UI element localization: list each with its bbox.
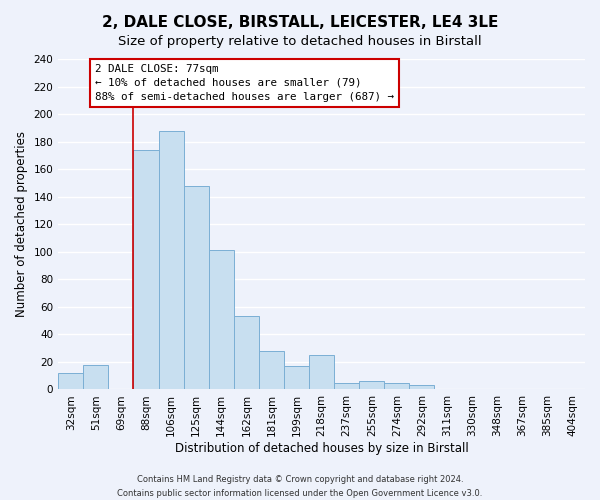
Bar <box>184 186 209 390</box>
Bar <box>158 130 184 390</box>
Bar <box>359 381 385 390</box>
Bar <box>334 382 359 390</box>
Bar <box>284 366 309 390</box>
Bar <box>309 355 334 390</box>
Bar <box>58 373 83 390</box>
Bar <box>409 386 434 390</box>
Bar <box>259 351 284 390</box>
Text: Size of property relative to detached houses in Birstall: Size of property relative to detached ho… <box>118 35 482 48</box>
Text: 2 DALE CLOSE: 77sqm
← 10% of detached houses are smaller (79)
88% of semi-detach: 2 DALE CLOSE: 77sqm ← 10% of detached ho… <box>95 64 394 102</box>
Bar <box>133 150 158 390</box>
Bar <box>385 382 409 390</box>
Text: Contains HM Land Registry data © Crown copyright and database right 2024.
Contai: Contains HM Land Registry data © Crown c… <box>118 476 482 498</box>
Bar <box>234 316 259 390</box>
Text: 2, DALE CLOSE, BIRSTALL, LEICESTER, LE4 3LE: 2, DALE CLOSE, BIRSTALL, LEICESTER, LE4 … <box>102 15 498 30</box>
Y-axis label: Number of detached properties: Number of detached properties <box>15 131 28 317</box>
X-axis label: Distribution of detached houses by size in Birstall: Distribution of detached houses by size … <box>175 442 469 455</box>
Bar <box>83 364 109 390</box>
Bar <box>209 250 234 390</box>
